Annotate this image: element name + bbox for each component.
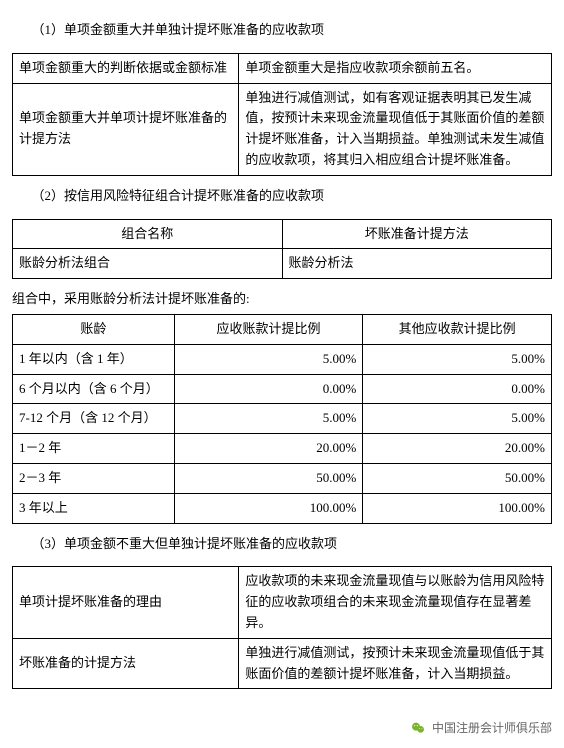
table-row: 7-12 个月（含 12 个月）5.00%5.00% (13, 404, 552, 434)
aging-v1: 100.00% (174, 493, 363, 523)
aging-label: 3 年以上 (13, 493, 175, 523)
aging-v2: 100.00% (363, 493, 552, 523)
s1-r1c2: 单项金额重大是指应收款项余额前五名。 (239, 53, 552, 83)
s2t1-h2: 坏账准备计提方法 (282, 219, 552, 249)
section3-title: （3）单项金额不重大但单独计提坏账准备的应收款项 (12, 534, 552, 555)
s1-r2c2: 单独进行减值测试，如有客观证据表明其已发生减值，按预计未来现金流量现值低于其账面… (239, 83, 552, 175)
aging-v1: 50.00% (174, 463, 363, 493)
section2-note: 组合中，采用账龄分析法计提坏账准备的: (12, 289, 552, 310)
aging-label: 1－2 年 (13, 434, 175, 464)
aging-v2: 0.00% (363, 374, 552, 404)
aging-v1: 0.00% (174, 374, 363, 404)
aging-label: 2－3 年 (13, 463, 175, 493)
s1-r2c1: 单项金额重大并单项计提坏账准备的计提方法 (13, 83, 239, 175)
aging-v2: 50.00% (363, 463, 552, 493)
footer: 中国注册会计师俱乐部 (12, 719, 552, 736)
aging-v2: 5.00% (363, 404, 552, 434)
footer-text: 中国注册会计师俱乐部 (432, 719, 552, 736)
s3-r2c1: 坏账准备的计提方法 (13, 638, 239, 689)
aging-v1: 5.00% (174, 344, 363, 374)
aging-label: 7-12 个月（含 12 个月） (13, 404, 175, 434)
table-row: 2－3 年50.00%50.00% (13, 463, 552, 493)
s3-r2c2: 单独进行减值测试，按预计未来现金流量现值低于其账面价值的差额计提坏账准备，计入当… (239, 638, 552, 689)
s3-r1c1: 单项计提坏账准备的理由 (13, 567, 239, 638)
s2t1-r1c2: 账龄分析法 (282, 249, 552, 279)
s2t1-h1: 组合名称 (13, 219, 283, 249)
aging-v2: 5.00% (363, 344, 552, 374)
aging-table: 账龄 应收账款计提比例 其他应收款计提比例 1 年以内（含 1 年）5.00%5… (12, 314, 552, 524)
wechat-icon (410, 720, 426, 736)
section2-title: （2）按信用风险特征组合计提坏账准备的应收款项 (12, 186, 552, 207)
aging-h1: 账龄 (13, 314, 175, 344)
aging-h2: 应收账款计提比例 (174, 314, 363, 344)
section1-title: （1）单项金额重大并单独计提坏账准备的应收款项 (12, 20, 552, 41)
aging-v1: 20.00% (174, 434, 363, 464)
section1-table: 单项金额重大的判断依据或金额标准 单项金额重大是指应收款项余额前五名。 单项金额… (12, 53, 552, 176)
section3-table: 单项计提坏账准备的理由 应收款项的未来现金流量现值与以账龄为信用风险特征的应收款… (12, 566, 552, 689)
table-row: 1－2 年20.00%20.00% (13, 434, 552, 464)
aging-v1: 5.00% (174, 404, 363, 434)
table-row: 6 个月以内（含 6 个月）0.00%0.00% (13, 374, 552, 404)
table-row: 1 年以内（含 1 年）5.00%5.00% (13, 344, 552, 374)
s3-r1c2: 应收款项的未来现金流量现值与以账龄为信用风险特征的应收款项组合的未来现金流量现值… (239, 567, 552, 638)
aging-h3: 其他应收款计提比例 (363, 314, 552, 344)
section2-table1: 组合名称 坏账准备计提方法 账龄分析法组合 账龄分析法 (12, 219, 552, 280)
aging-v2: 20.00% (363, 434, 552, 464)
aging-label: 1 年以内（含 1 年） (13, 344, 175, 374)
table-row: 3 年以上100.00%100.00% (13, 493, 552, 523)
s2t1-r1c1: 账龄分析法组合 (13, 249, 283, 279)
s1-r1c1: 单项金额重大的判断依据或金额标准 (13, 53, 239, 83)
aging-label: 6 个月以内（含 6 个月） (13, 374, 175, 404)
